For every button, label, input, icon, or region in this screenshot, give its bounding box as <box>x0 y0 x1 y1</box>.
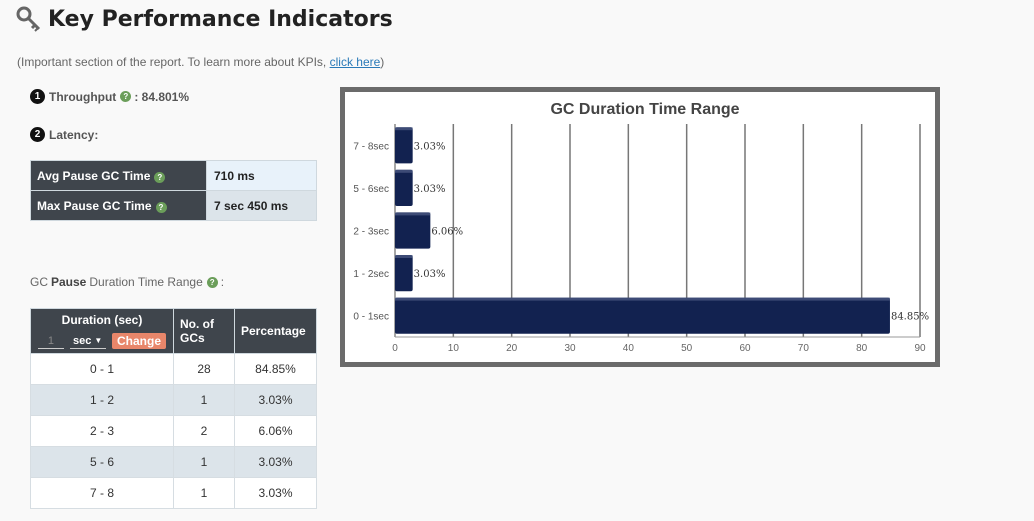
help-icon[interactable]: ? <box>155 201 167 213</box>
table-row: 5 - 6 1 3.03% <box>30 446 317 478</box>
help-icon[interactable]: ? <box>154 171 166 183</box>
bar-highlight <box>395 212 431 216</box>
range-cell: 7 - 8 <box>30 477 174 509</box>
count-cell: 2 <box>173 415 235 447</box>
max-pause-label-cell: Max Pause GC Time? <box>30 190 207 221</box>
x-tick-label: 60 <box>739 343 751 354</box>
x-tick-label: 90 <box>914 343 926 354</box>
subtitle-text: (Important section of the report. To lea… <box>17 55 330 69</box>
y-tick-label: 2 - 3sec <box>353 227 389 238</box>
bar-highlight <box>395 169 413 173</box>
table-row: 0 - 1 28 84.85% <box>30 353 317 385</box>
y-tick-label: 7 - 8sec <box>353 141 389 152</box>
table-header-row: Duration (sec) sec▼ Change No. of GCs Pe… <box>30 308 317 354</box>
unit-select[interactable]: sec ▼ <box>69 333 106 349</box>
avg-pause-label-cell: Avg Pause GC Time? <box>30 160 207 191</box>
throughput-row: 1 Throughput ? : 84.801% <box>30 89 189 104</box>
help-icon[interactable]: ? <box>206 276 218 288</box>
y-tick-label: 1 - 2sec <box>353 269 389 280</box>
gc-duration-chart: GC Duration Time Range 0 10 20 30 40 50 60 70 80… <box>340 87 940 367</box>
y-tick-label: 0 - 1sec <box>353 312 389 323</box>
chart-bar <box>395 127 413 164</box>
x-tick-label: 10 <box>448 343 460 354</box>
throughput-value: : 84.801% <box>134 89 190 104</box>
x-tick-label: 30 <box>564 343 576 354</box>
chevron-down-icon: ▼ <box>94 336 103 345</box>
chart-bar <box>395 169 413 207</box>
x-tick-label: 80 <box>856 343 868 354</box>
bar-highlight <box>395 297 890 301</box>
duration-header: Duration (sec) sec▼ Change <box>30 308 174 354</box>
table-row: 2 - 3 2 6.06% <box>30 415 317 447</box>
percentage-cell: 84.85% <box>234 353 317 385</box>
duration-range-caption: GC Pause Duration Time Range ?: <box>30 275 224 289</box>
page-subtitle: (Important section of the report. To lea… <box>17 55 384 69</box>
latency-label: Latency: <box>49 127 99 142</box>
percentage-cell: 6.06% <box>234 415 317 447</box>
range-cell: 2 - 3 <box>30 415 174 447</box>
throughput-label: Throughput <box>49 89 117 104</box>
bar-data-label: 84.85% <box>891 312 929 323</box>
max-pause-value: 7 sec 450 ms <box>206 190 317 221</box>
table-row: 1 - 2 1 3.03% <box>30 384 317 416</box>
caption-suffix: Duration Time Range <box>89 275 203 289</box>
range-cell: 0 - 1 <box>30 353 174 385</box>
kpi-help-link[interactable]: click here <box>329 55 381 69</box>
latency-table: Avg Pause GC Time? 710 ms Max Pause GC T… <box>30 160 317 221</box>
y-tick-label: 5 - 6sec <box>353 184 389 195</box>
bar-highlight <box>395 127 413 131</box>
chart-bar <box>395 212 431 249</box>
percentage-cell: 3.03% <box>234 384 317 416</box>
percentage-cell: 3.03% <box>234 477 317 509</box>
avg-pause-value: 710 ms <box>206 160 317 191</box>
interval-input[interactable] <box>37 333 64 349</box>
x-tick-label: 50 <box>681 343 693 354</box>
caption-prefix: GC <box>30 275 48 289</box>
chart-bar <box>395 254 413 292</box>
help-icon[interactable]: ? <box>120 91 132 102</box>
chart-bar <box>395 297 890 334</box>
max-pause-label: Max Pause GC Time <box>37 198 152 213</box>
caption-colon: : <box>220 275 225 289</box>
percentage-cell: 3.03% <box>234 446 317 478</box>
latency-row-avg: Avg Pause GC Time? 710 ms <box>30 160 317 191</box>
count-cell: 28 <box>173 353 235 385</box>
table-row: 7 - 8 1 3.03% <box>30 477 317 509</box>
range-cell: 5 - 6 <box>30 446 174 478</box>
number-badge-2: 2 <box>30 127 45 142</box>
caption-bold: Pause <box>51 275 87 289</box>
duration-header-label: Duration (sec) <box>61 313 143 327</box>
avg-pause-label: Avg Pause GC Time <box>37 168 151 183</box>
count-cell: 1 <box>173 384 235 416</box>
bar-highlight <box>395 254 413 258</box>
chart-svg: GC Duration Time Range 0 10 20 30 40 50 60 70 80… <box>353 101 929 354</box>
key-icon <box>16 6 41 32</box>
x-tick-label: 70 <box>798 343 810 354</box>
bar-data-label: 3.03% <box>414 269 446 280</box>
percentage-header: Percentage <box>234 308 317 354</box>
count-cell: 1 <box>173 477 235 509</box>
range-cell: 1 - 2 <box>30 384 174 416</box>
duration-controls: sec▼ Change <box>37 333 167 349</box>
count-header: No. of GCs <box>173 308 235 354</box>
x-tick-label: 0 <box>392 343 398 354</box>
duration-table: Duration (sec) sec▼ Change No. of GCs Pe… <box>30 308 317 509</box>
change-button[interactable]: Change <box>111 333 166 349</box>
unit-select-value: sec <box>72 334 92 347</box>
subtitle-suffix: ) <box>380 55 385 69</box>
count-cell: 1 <box>173 446 235 478</box>
bar-data-label: 3.03% <box>414 184 446 195</box>
x-tick-label: 40 <box>623 343 635 354</box>
page-title: Key Performance Indicators <box>48 6 393 32</box>
latency-row-max: Max Pause GC Time? 7 sec 450 ms <box>30 190 317 221</box>
number-badge-1: 1 <box>30 89 45 104</box>
bar-data-label: 3.03% <box>414 141 446 152</box>
bar-data-label: 6.06% <box>431 227 463 238</box>
page-header: Key Performance Indicators <box>16 6 393 32</box>
latency-row: 2 Latency: <box>30 127 98 142</box>
x-tick-label: 20 <box>506 343 518 354</box>
chart-title: GC Duration Time Range <box>550 101 739 118</box>
